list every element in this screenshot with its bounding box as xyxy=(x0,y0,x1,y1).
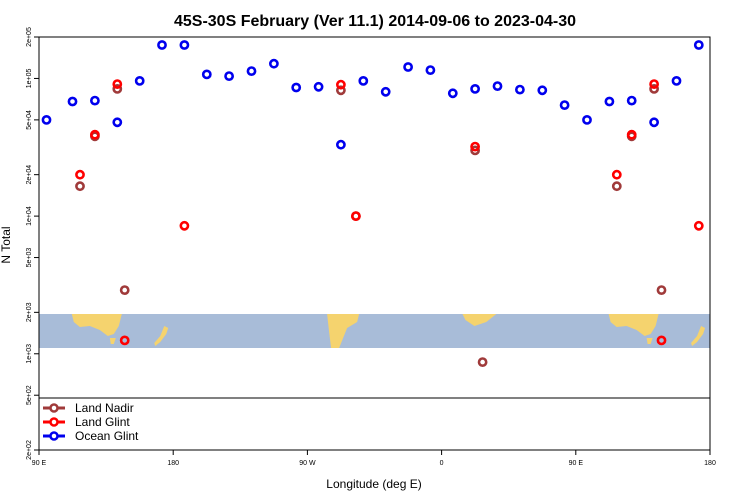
y-axis-ticks: 2e+02 5e+02 1e+03 2e+03 5e+03 1e+04 2e+04 5e+04… xyxy=(26,27,39,460)
x-tick-label: 180 xyxy=(167,460,179,467)
y-axis-label: N Total xyxy=(0,226,13,263)
land-glint-point xyxy=(649,79,659,89)
ocean-glint-point xyxy=(90,95,100,106)
ocean-glint-point xyxy=(179,40,190,50)
y-tick-label: 2e+04 xyxy=(26,165,33,185)
land-glint-point xyxy=(179,220,190,231)
legend-box xyxy=(38,397,711,451)
land-glint-point xyxy=(611,169,622,180)
land-nadir-point xyxy=(335,85,346,96)
ocean-glint-point xyxy=(537,85,548,96)
ocean-glint-point xyxy=(268,58,279,69)
ocean-glint-point xyxy=(358,76,369,86)
ocean-glint-point xyxy=(246,66,257,76)
land-glint-point xyxy=(119,335,130,346)
legend-marker-land-glint xyxy=(49,417,59,427)
ocean-glint-point xyxy=(470,84,480,94)
ocean-glint-point xyxy=(291,82,302,93)
land-nadir-point xyxy=(649,84,659,94)
ocean-glint-point xyxy=(224,71,234,81)
ocean-glint-point xyxy=(559,100,570,110)
ocean-glint-point xyxy=(582,115,592,125)
y-tick-label: 5e+03 xyxy=(26,248,33,268)
land-glint-point xyxy=(350,211,361,221)
y-tick-label: 5e+02 xyxy=(26,385,33,405)
land-glint-point xyxy=(626,129,637,140)
legend-item-ocean-glint: Ocean Glint xyxy=(43,429,139,443)
map-strip xyxy=(39,314,710,348)
ocean-glint-point xyxy=(693,40,704,50)
x-tick-label: 90 E xyxy=(32,460,47,467)
x-axis-ticks: 90 E 180 90 W 0 90 E 180 xyxy=(32,450,716,467)
land-glint-point xyxy=(470,141,480,152)
ocean-glint-point xyxy=(201,69,212,80)
y-tick-label: 2e+03 xyxy=(26,302,33,322)
ocean-glint-point xyxy=(671,76,682,86)
map-ocean-band xyxy=(39,314,710,348)
land-nadir-point xyxy=(470,145,480,156)
ocean-glint-point xyxy=(112,117,123,128)
ocean-glint-point xyxy=(403,62,413,72)
ocean-glint-point xyxy=(380,86,391,97)
land-glint-point xyxy=(656,335,667,346)
x-tick-label: 90 W xyxy=(299,460,316,467)
data-points xyxy=(41,40,704,444)
ocean-glint-point xyxy=(67,96,78,107)
ocean-glint-point xyxy=(134,76,145,86)
ocean-glint-point xyxy=(447,88,458,99)
y-tick-label: 1e+04 xyxy=(26,206,33,226)
map-australia-2 xyxy=(608,314,659,336)
y-tick-label: 1e+03 xyxy=(26,344,33,364)
chart-title: 45S-30S February (Ver 11.1) 2014-09-06 t… xyxy=(174,13,576,30)
ocean-glint-point xyxy=(626,95,637,106)
y-tick-label: 2e+02 xyxy=(26,440,33,460)
land-nadir-point xyxy=(477,357,488,367)
map-south-america xyxy=(327,314,360,348)
land-glint-point xyxy=(90,129,100,140)
legend: Land Nadir Land Glint Ocean Glint xyxy=(38,397,711,451)
map-tasmania-2 xyxy=(646,338,653,344)
ocean-glint-point xyxy=(515,84,525,95)
land-nadir-point xyxy=(112,84,123,94)
map-new-zealand-1 xyxy=(154,326,169,346)
land-nadir-point xyxy=(75,181,85,192)
ocean-glint-point xyxy=(335,139,346,150)
land-nadir-point xyxy=(611,181,622,192)
land-nadir-point xyxy=(119,285,130,295)
ocean-glint-point xyxy=(157,40,167,50)
ocean-glint-point xyxy=(604,96,615,107)
x-tick-label: 90 E xyxy=(569,460,584,467)
map-tasmania-1 xyxy=(109,338,116,344)
ocean-glint-point xyxy=(41,115,52,125)
land-glint-point xyxy=(112,79,123,89)
legend-label-land-nadir: Land Nadir xyxy=(75,401,134,415)
y-tick-label: 5e+04 xyxy=(26,110,33,130)
map-africa xyxy=(462,314,497,326)
ocean-glint-point xyxy=(313,81,324,92)
legend-marker-ocean-glint xyxy=(49,431,59,441)
legend-item-land-nadir: Land Nadir xyxy=(43,401,134,415)
map-australia-1 xyxy=(71,314,122,336)
land-nadir-point xyxy=(656,285,667,295)
legend-label-land-glint: Land Glint xyxy=(75,415,130,429)
legend-label-ocean-glint: Ocean Glint xyxy=(75,429,139,443)
legend-marker-land-nadir xyxy=(49,403,59,413)
land-glint-point xyxy=(75,169,85,180)
x-tick-label: 180 xyxy=(704,460,716,467)
y-tick-label: 2e+05 xyxy=(26,27,33,47)
land-glint-point xyxy=(335,79,346,90)
y-tick-label: 1e+05 xyxy=(26,69,33,89)
ocean-glint-point xyxy=(492,81,503,91)
x-tick-label: 0 xyxy=(440,460,444,467)
map-new-zealand-2 xyxy=(691,326,706,346)
ocean-glint-point xyxy=(649,117,659,128)
ocean-glint-point xyxy=(425,65,436,75)
legend-item-land-glint: Land Glint xyxy=(43,415,130,429)
land-glint-point xyxy=(693,220,704,231)
x-axis-label: Longitude (deg E) xyxy=(326,477,421,491)
